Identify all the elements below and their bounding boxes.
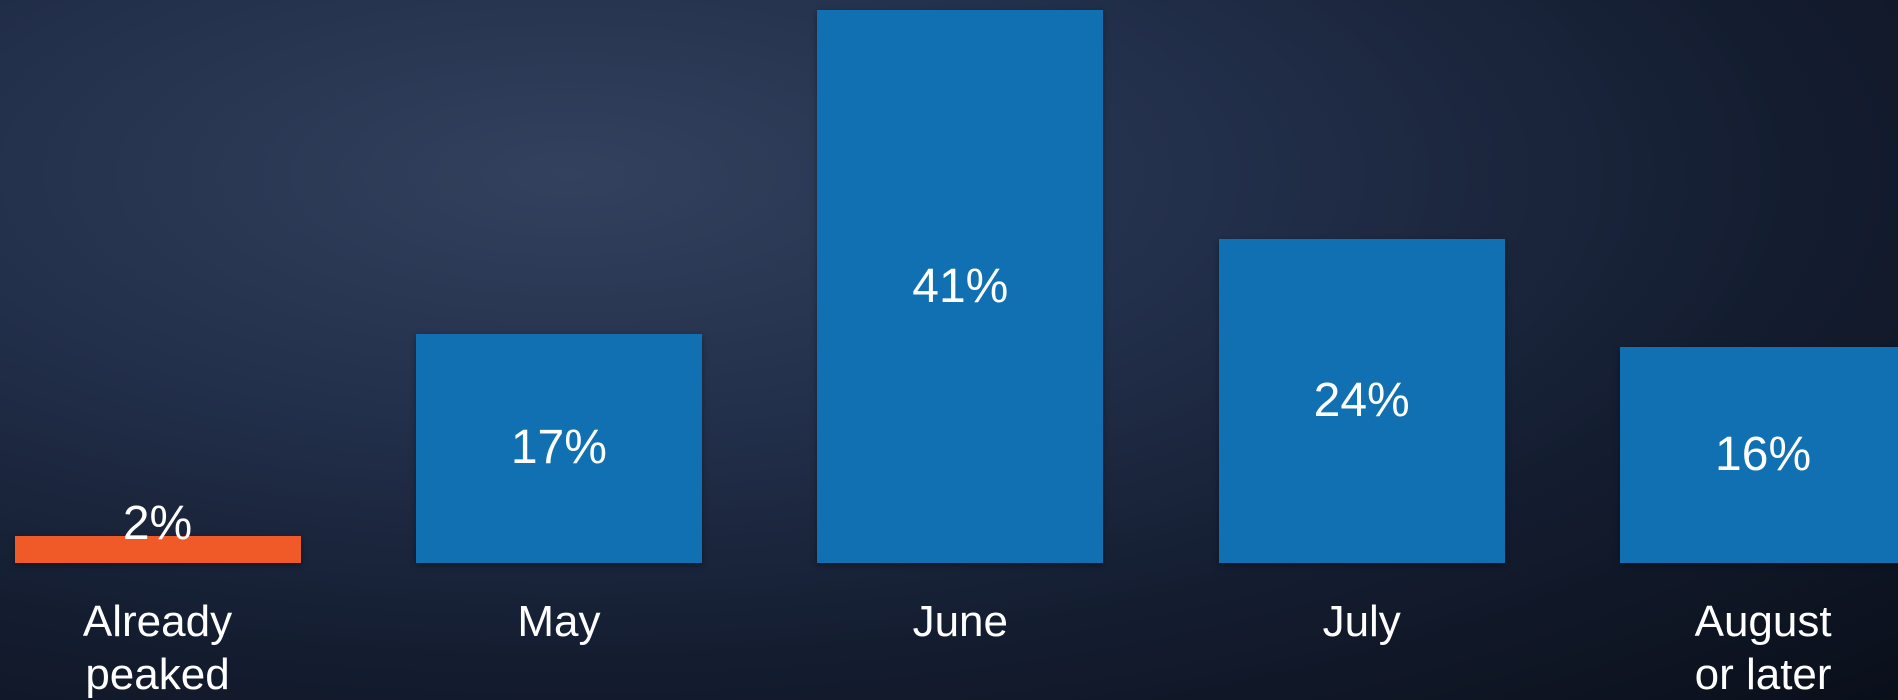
category-label: August or later (1694, 597, 1832, 699)
bar (14, 536, 301, 563)
value-label: 41% (912, 259, 1009, 313)
value-label: 2% (122, 497, 193, 550)
value-label: 16% (1715, 428, 1812, 482)
category-label: June (912, 597, 1008, 646)
category-label: July (1322, 597, 1401, 646)
value-label: 24% (1313, 374, 1410, 428)
category-label: May (517, 597, 601, 646)
category-label: Already peaked (82, 597, 233, 699)
bar (1620, 347, 1898, 563)
bar (1218, 239, 1505, 563)
bar (415, 333, 702, 563)
value-label: 17% (510, 421, 607, 475)
bar (817, 10, 1104, 563)
